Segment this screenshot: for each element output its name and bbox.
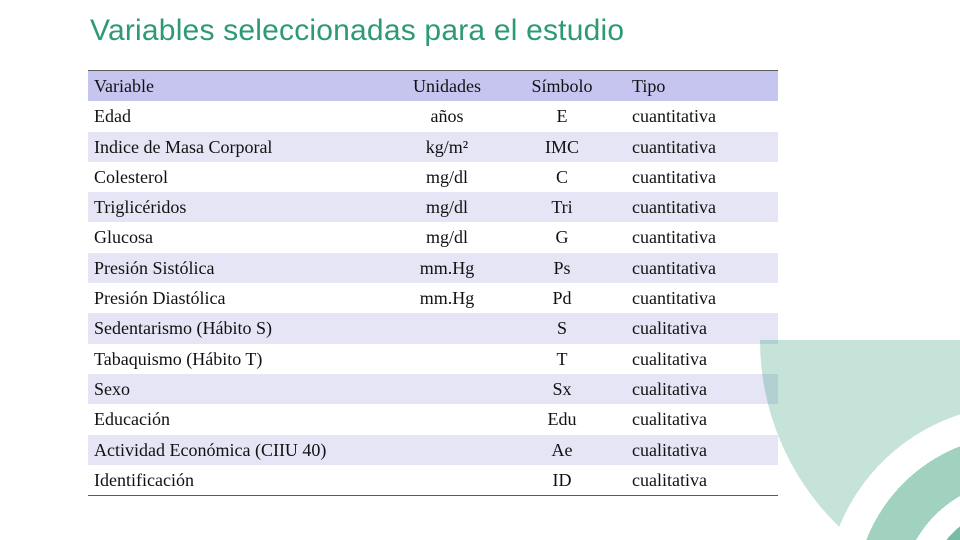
cell-unidades [388,404,508,434]
cell-unidades: kg/m² [388,132,508,162]
cell-variable: Presión Sistólica [88,253,388,283]
cell-tipo: cuantitativa [618,132,778,162]
table-row: Sexo Sxcualitativa [88,374,778,404]
cell-tipo: cualitativa [618,344,778,374]
cell-tipo: cuantitativa [618,101,778,131]
cell-unidades: mm.Hg [388,253,508,283]
cell-variable: Educación [88,404,388,434]
cell-simbolo: ID [508,465,618,496]
cell-tipo: cualitativa [618,435,778,465]
table-header-simbolo: Símbolo [508,71,618,102]
table-header-row: Variable Unidades Símbolo Tipo [88,71,778,102]
cell-simbolo: C [508,162,618,192]
cell-variable: Sexo [88,374,388,404]
table-body: EdadañosEcuantitativaIndice de Masa Corp… [88,101,778,495]
cell-simbolo: G [508,222,618,252]
cell-variable: Tabaquismo (Hábito T) [88,344,388,374]
cell-simbolo: Tri [508,192,618,222]
cell-unidades: mg/dl [388,162,508,192]
table-row: Colesterolmg/dlCcuantitativa [88,162,778,192]
cell-simbolo: Pd [508,283,618,313]
cell-tipo: cuantitativa [618,283,778,313]
cell-simbolo: Edu [508,404,618,434]
variables-table-container: Variable Unidades Símbolo Tipo EdadañosE… [88,70,778,496]
cell-tipo: cualitativa [618,313,778,343]
cell-simbolo: S [508,313,618,343]
cell-tipo: cuantitativa [618,162,778,192]
cell-simbolo: E [508,101,618,131]
cell-variable: Glucosa [88,222,388,252]
cell-variable: Colesterol [88,162,388,192]
cell-tipo: cualitativa [618,374,778,404]
table-row: Glucosamg/dlGcuantitativa [88,222,778,252]
cell-simbolo: Ae [508,435,618,465]
slide: Variables seleccionadas para el estudio … [0,0,960,540]
cell-tipo: cuantitativa [618,253,778,283]
cell-variable: Actividad Económica (CIIU 40) [88,435,388,465]
table-row: Identificación IDcualitativa [88,465,778,496]
cell-unidades: mm.Hg [388,283,508,313]
cell-unidades: años [388,101,508,131]
cell-simbolo: Sx [508,374,618,404]
table-header-tipo: Tipo [618,71,778,102]
cell-unidades: mg/dl [388,222,508,252]
table-row: Actividad Económica (CIIU 40) Aecualitati… [88,435,778,465]
cell-variable: Indice de Masa Corporal [88,132,388,162]
table-row: Presión Diastólicamm.HgPdcuantitativa [88,283,778,313]
table-header-variable: Variable [88,71,388,102]
table-row: Tabaquismo (Hábito T) Tcualitativa [88,344,778,374]
table-row: Sedentarismo (Hábito S) Scualitativa [88,313,778,343]
cell-unidades [388,465,508,496]
cell-unidades [388,374,508,404]
table-row: Triglicéridosmg/dlTricuantitativa [88,192,778,222]
cell-unidades [388,344,508,374]
cell-unidades: mg/dl [388,192,508,222]
table-row: Presión Sistólicamm.HgPscuantitativa [88,253,778,283]
cell-variable: Triglicéridos [88,192,388,222]
cell-unidades [388,435,508,465]
table-header-unidades: Unidades [388,71,508,102]
corner-accent-graphic [760,340,960,540]
cell-variable: Edad [88,101,388,131]
cell-tipo: cuantitativa [618,192,778,222]
cell-variable: Sedentarismo (Hábito S) [88,313,388,343]
page-title: Variables seleccionadas para el estudio [90,14,624,48]
cell-unidades [388,313,508,343]
cell-variable: Identificación [88,465,388,496]
cell-variable: Presión Diastólica [88,283,388,313]
table-row: Educación Educualitativa [88,404,778,434]
cell-simbolo: IMC [508,132,618,162]
table-row: Indice de Masa Corporalkg/m²IMCcuantitat… [88,132,778,162]
cell-simbolo: Ps [508,253,618,283]
cell-tipo: cualitativa [618,465,778,496]
table-row: EdadañosEcuantitativa [88,101,778,131]
table-head: Variable Unidades Símbolo Tipo [88,71,778,102]
variables-table: Variable Unidades Símbolo Tipo EdadañosE… [88,70,778,496]
cell-simbolo: T [508,344,618,374]
cell-tipo: cuantitativa [618,222,778,252]
cell-tipo: cualitativa [618,404,778,434]
